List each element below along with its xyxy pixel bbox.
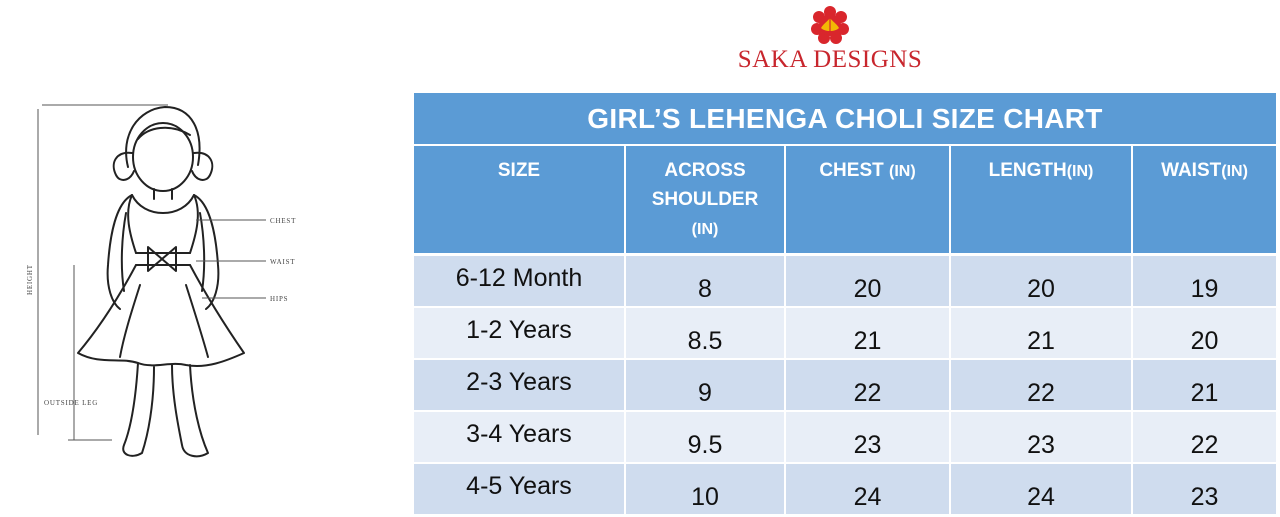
chest-cell: 21 [785, 307, 951, 360]
header-waist: WAIST(IN) [1132, 146, 1276, 256]
chest-cell: 20 [785, 254, 951, 308]
chest-cell: 22 [785, 359, 951, 412]
size-cell: 4-5 Years [414, 463, 626, 516]
table-row: 3-4 Years 9.5 23 23 22 [414, 411, 1276, 464]
chest-label: CHEST [270, 217, 296, 225]
length-cell: 24 [950, 463, 1133, 516]
length-cell: 23 [950, 411, 1133, 464]
chest-cell: 24 [785, 463, 951, 516]
waist-cell: 22 [1132, 411, 1276, 464]
outside-leg-label: OUTSIDE LEG [44, 399, 98, 407]
size-cell: 2-3 Years [414, 359, 626, 412]
shoulder-cell: 8.5 [625, 307, 786, 360]
header-size: SIZE [414, 146, 626, 256]
girl-outline-icon: CHEST WAIST HIPS HEIGHT OUTSIDE LEG [26, 104, 296, 458]
height-label: HEIGHT [26, 264, 34, 295]
shoulder-cell: 9 [625, 359, 786, 412]
header-length: LENGTH(IN) [950, 146, 1133, 256]
waist-cell: 20 [1132, 307, 1276, 360]
waist-cell: 23 [1132, 463, 1276, 516]
table-row: 4-5 Years 10 24 24 23 [414, 463, 1276, 516]
brand-name: SAKA DESIGNS [737, 46, 923, 73]
waist-label: WAIST [270, 258, 295, 266]
length-cell: 22 [950, 359, 1133, 412]
size-cell: 3-4 Years [414, 411, 626, 464]
chest-cell: 23 [785, 411, 951, 464]
chart-title: GIRL’S LEHENGA CHOLI SIZE CHART [414, 93, 1276, 146]
length-cell: 21 [950, 307, 1133, 360]
size-table: SIZE ACROSS SHOULDER (IN) CHEST (IN) LEN… [414, 146, 1276, 516]
waist-cell: 19 [1132, 254, 1276, 308]
shoulder-cell: 8 [625, 254, 786, 308]
size-cell: 1-2 Years [414, 307, 626, 360]
table-row: 1-2 Years 8.5 21 21 20 [414, 307, 1276, 360]
shoulder-cell: 9.5 [625, 411, 786, 464]
hips-label: HIPS [270, 295, 288, 303]
table-header-row: SIZE ACROSS SHOULDER (IN) CHEST (IN) LEN… [414, 146, 1276, 256]
size-cell: 6-12 Month [414, 254, 626, 308]
table-row: 2-3 Years 9 22 22 21 [414, 359, 1276, 412]
size-chart: GIRL’S LEHENGA CHOLI SIZE CHART SIZE ACR… [414, 93, 1276, 516]
girl-measurement-illustration: CHEST WAIST HIPS HEIGHT OUTSIDE LEG [20, 95, 350, 470]
waist-cell: 21 [1132, 359, 1276, 412]
length-cell: 20 [950, 254, 1133, 308]
shoulder-cell: 10 [625, 463, 786, 516]
header-across-shoulder: ACROSS SHOULDER (IN) [625, 146, 786, 256]
lotus-icon [811, 6, 849, 44]
table-row: 6-12 Month 8 20 20 19 [414, 254, 1276, 308]
brand-header: SAKA DESIGNS [690, 4, 970, 84]
header-chest: CHEST (IN) [785, 146, 951, 256]
